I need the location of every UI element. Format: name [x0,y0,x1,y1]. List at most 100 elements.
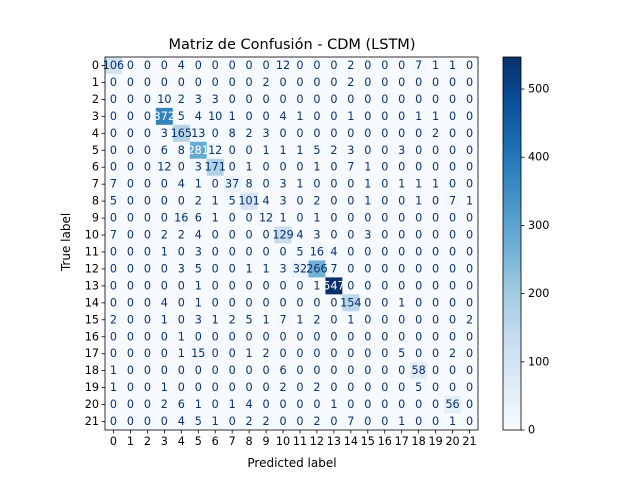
heatmap-cell [410,260,428,278]
heatmap-cell [410,243,428,261]
heatmap-cell [257,328,275,346]
cell-value-label: 3 [279,178,286,191]
heatmap-cell [444,226,462,244]
heatmap-cell [325,243,343,261]
heatmap-cell [155,73,174,92]
cell-value-label: 266 [306,262,327,275]
heatmap-cell [308,396,326,414]
cell-value-label: 0 [347,178,354,191]
cell-value-label: 0 [347,262,354,275]
heatmap-cell [427,243,445,261]
heatmap-cell [138,362,157,380]
heatmap-cell [393,277,411,295]
cell-value-label: 5 [398,347,405,360]
cell-value-label: 0 [381,229,388,242]
cell-value-label: 0 [432,279,439,292]
heatmap-cell [172,243,191,261]
heatmap-cell [359,90,377,109]
cell-value-label: 3 [347,144,354,157]
cell-value-label: 165 [171,127,192,140]
cell-value-label: 0 [246,330,253,343]
heatmap-cell [223,379,241,397]
heatmap-cell [172,294,191,312]
cell-value-label: 0 [127,313,134,326]
heatmap-cell [240,90,258,109]
heatmap-cell [427,277,445,295]
heatmap-cell [376,158,394,176]
cell-value-label: 0 [449,144,456,157]
heatmap-cell [444,345,462,363]
cell-value-label: 3 [313,229,320,242]
heatmap-cell [444,311,462,329]
heatmap-cell [427,107,445,126]
heatmap-cell [172,226,191,244]
cell-value-label: 1 [229,398,236,411]
heatmap-cell [393,379,411,397]
cell-value-label: 0 [110,93,117,106]
heatmap-cell [172,124,191,143]
cell-value-label: 0 [178,364,185,377]
heatmap-cell [376,73,394,92]
cell-values: 106 0 0 0 4 0 0 0 0 0 12 0 0 0 2 0 0 0 7 1 1 00 0 0 0 0 0 0 0 0 2 0 0 0 0 2… [103,59,473,428]
cell-value-label: 0 [398,398,405,411]
heatmap-cell [325,345,343,363]
heatmap-cell [206,311,224,329]
cell-value-label: 0 [381,330,388,343]
cell-value-label: 0 [144,347,151,360]
heatmap-cell [359,396,377,414]
heatmap-cell [308,158,326,176]
heatmap-cell [240,311,258,329]
heatmap-cell [461,192,479,210]
heatmap-cell [308,57,326,75]
cell-value-label: 0 [313,59,320,72]
cell-value-label: 1 [415,178,422,191]
cell-value-label: 0 [432,262,439,275]
colorbar-tick-label: 0 [528,424,535,437]
cell-value-label: 0 [246,144,253,157]
colorbar [502,56,522,431]
cell-value-label: 0 [229,212,236,225]
heatmap-cell [393,107,411,126]
cell-value-label: 0 [415,93,422,106]
cell-value-label: 0 [415,127,422,140]
heatmap-cell [291,311,309,329]
heatmap-cell [240,107,258,126]
cell-value-label: 1 [212,415,219,428]
heatmap-cell [359,311,377,329]
cell-value-label: 0 [296,93,303,106]
cell-value-label: 171 [205,161,226,174]
heatmap-cell [138,328,157,346]
cell-value-label: 0 [212,330,219,343]
cell-value-label: 129 [272,229,293,242]
cell-value-label: 0 [330,364,337,377]
cell-value-label: 8 [178,144,185,157]
y-tick-label: 8 [92,195,99,208]
cell-value-label: 0 [313,347,320,360]
cell-value-label: 0 [144,415,151,428]
heatmap-cell [206,57,224,75]
cell-value-label: 0 [195,59,202,72]
heatmap-cell [155,396,174,414]
y-tick-label: 0 [92,59,99,72]
cell-value-label: 0 [313,364,320,377]
heatmap-cell [223,311,241,329]
heatmap-cell [393,362,411,380]
cell-value-label: 0 [110,398,117,411]
heatmap-cell [257,192,275,210]
heatmap-cell [410,90,428,109]
heatmap-cell [105,141,123,160]
cell-value-label: 0 [415,313,422,326]
heatmap-cell [189,413,208,431]
cell-value-label: 0 [398,110,405,123]
cell-value-label: 0 [127,245,134,258]
x-tick-label: 4 [178,435,185,448]
cell-value-label: 1 [296,178,303,191]
heatmap-cell [155,158,174,176]
heatmap-cell [308,124,326,143]
cell-value-label: 0 [381,347,388,360]
cell-value-label: 0 [144,262,151,275]
heatmap-cell [257,243,275,261]
cell-value-label: 2 [313,381,320,394]
